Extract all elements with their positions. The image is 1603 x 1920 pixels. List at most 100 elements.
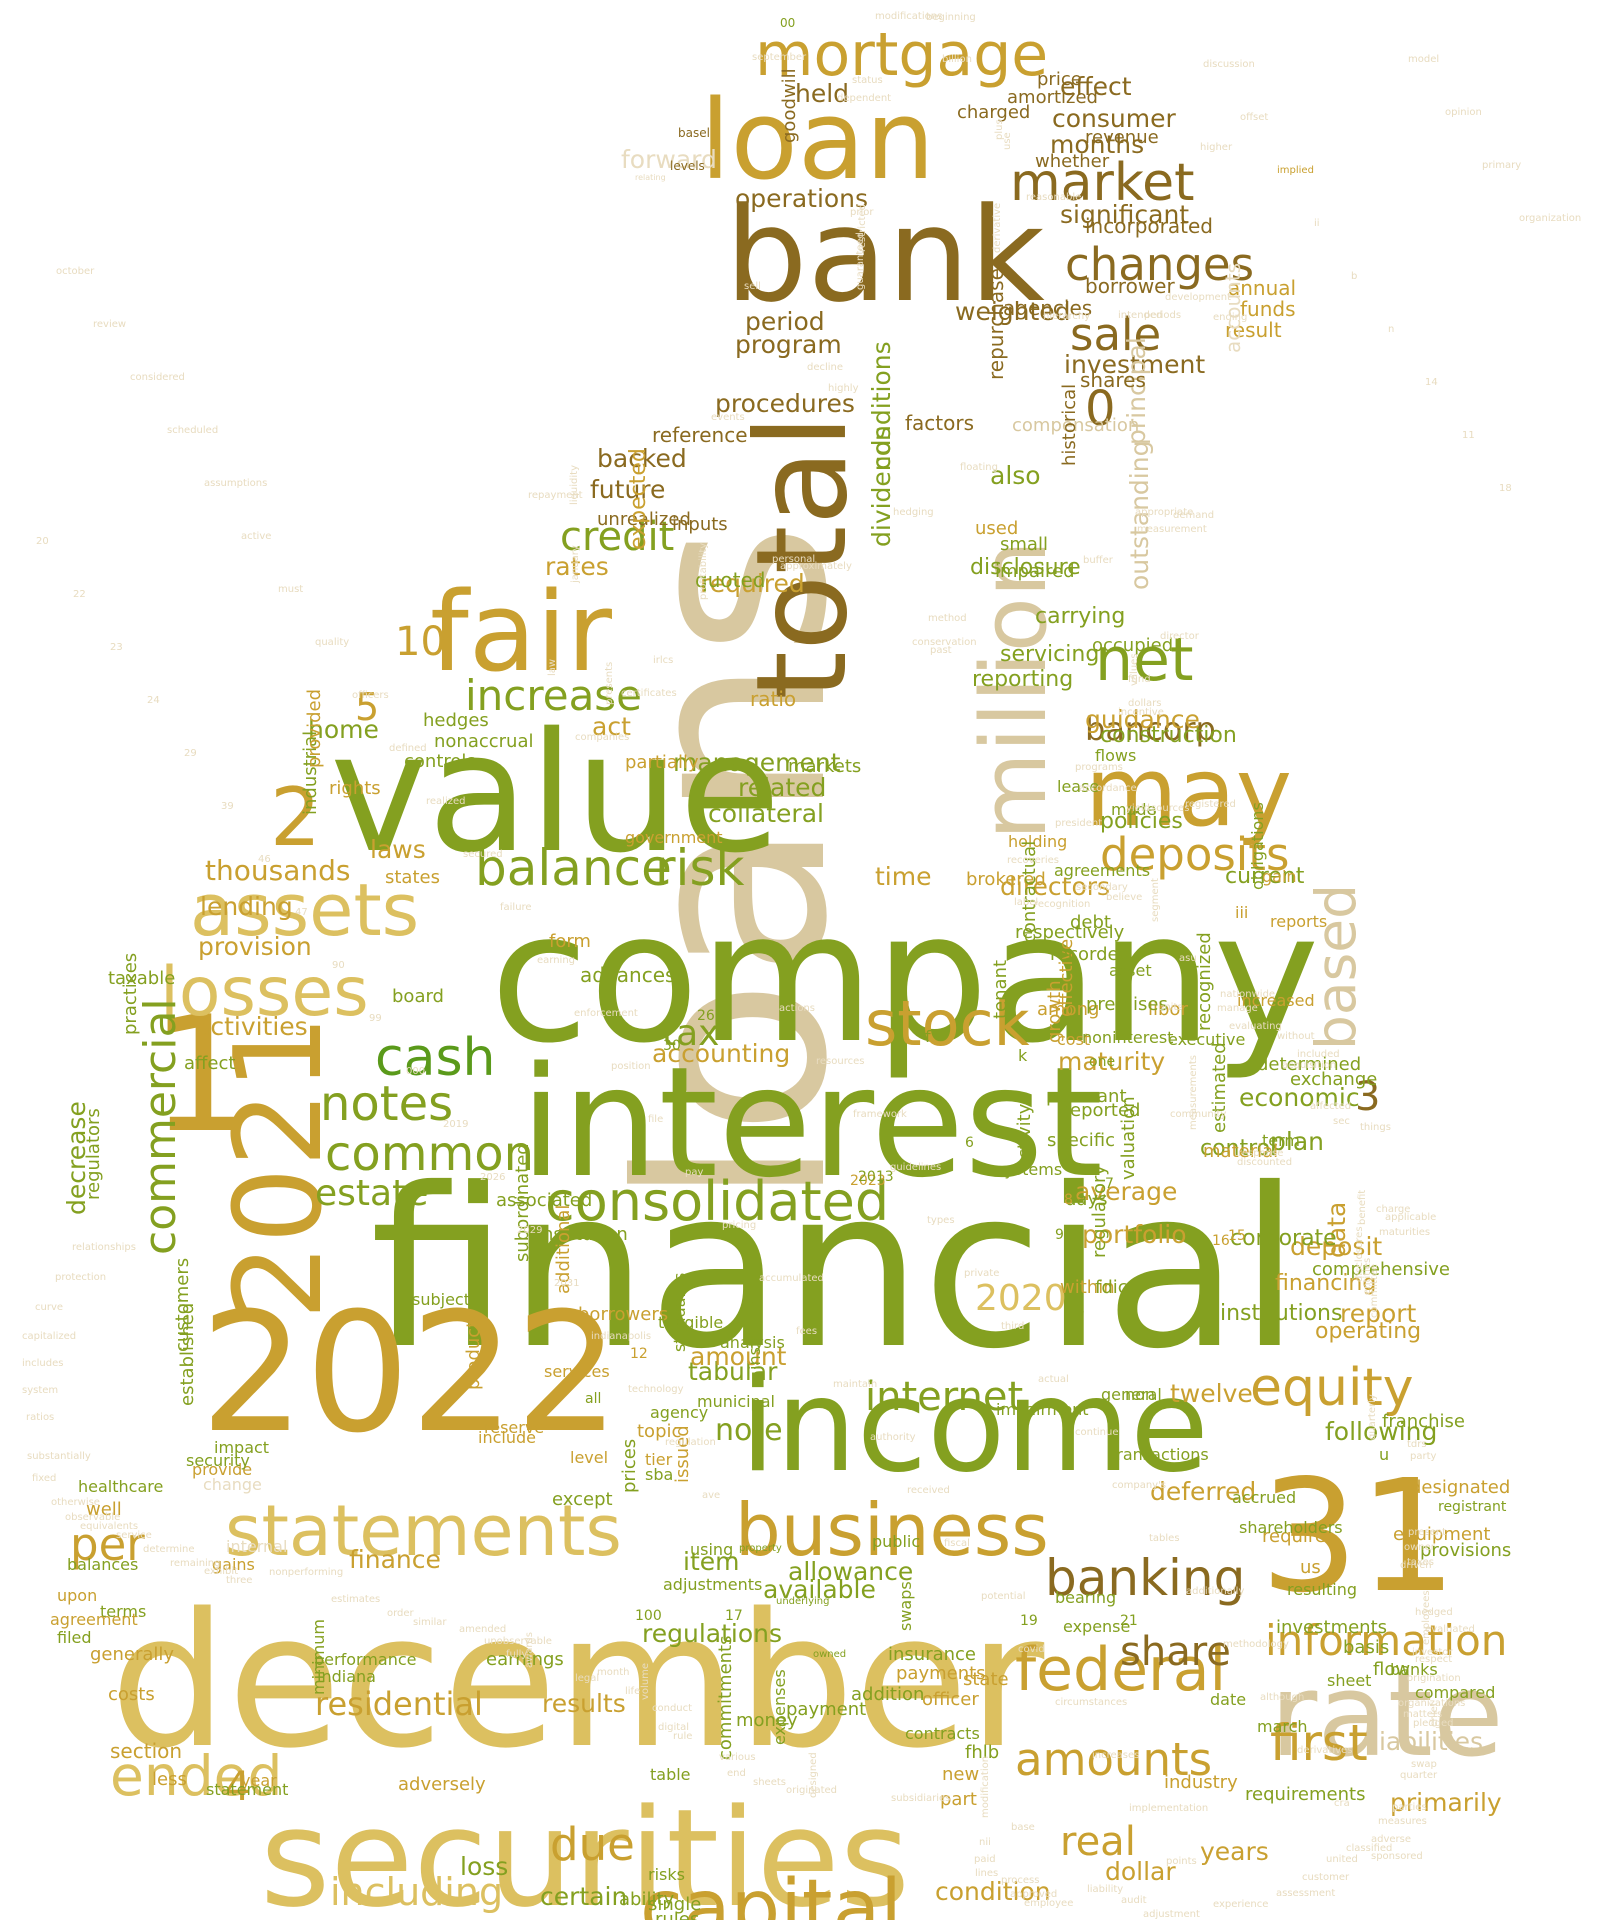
word-executive: executive <box>1168 1030 1245 1049</box>
word-guidelines: guidelines <box>890 1162 941 1173</box>
word-board: board <box>392 986 444 1007</box>
word-quality: quality <box>315 637 349 648</box>
word-amended: amended <box>459 1624 506 1635</box>
word-fees: fees <box>796 1326 817 1337</box>
word-2029: 2029 <box>517 1225 542 1236</box>
word-affect: affect <box>184 1053 235 1074</box>
word-nationwide: nationwide <box>1220 989 1275 1000</box>
word-consolidated: consolidated <box>545 1170 889 1233</box>
word-30: 30 <box>663 1038 681 1054</box>
word-highly: highly <box>828 383 859 394</box>
word-maturities: maturities <box>1379 1227 1430 1238</box>
word-real: real <box>1060 1819 1136 1865</box>
word-growth: growth <box>1044 980 1065 1043</box>
word-offset: offset <box>1240 112 1268 123</box>
word-impairment: impairment <box>996 1400 1089 1419</box>
word-ave: ave <box>702 1490 720 1501</box>
word-realized: realized <box>426 796 465 807</box>
word-base: base <box>1011 1822 1035 1833</box>
word-use: use <box>1002 132 1013 150</box>
word-various: various <box>719 1752 756 1763</box>
word-investor: investor <box>1412 1647 1453 1658</box>
word-equivalents: equivalents <box>80 1521 138 1532</box>
word-hedges: hedges <box>423 710 489 731</box>
word-shareholders: shareholders <box>1239 1518 1343 1537</box>
word-volume: volume <box>640 1663 651 1700</box>
word-requirements: requirements <box>1245 1784 1365 1805</box>
word-respect: respect <box>1415 1654 1452 1665</box>
word-prices: prices <box>619 1439 640 1493</box>
word-2: 2 <box>270 771 321 864</box>
word-charge: charge <box>1376 1204 1410 1215</box>
word-risk: risk <box>655 839 744 897</box>
word-continue: continue <box>1075 1427 1118 1438</box>
word-quarterly: quarterly <box>1367 1394 1378 1440</box>
word-adjustment: adjustment <box>1143 1909 1200 1920</box>
word-upon: upon <box>57 1586 97 1605</box>
word-levels: levels <box>670 159 705 173</box>
word-adjustments: adjustments <box>663 1575 762 1594</box>
word-additionally: additionally <box>1186 1586 1244 1597</box>
word-law: law <box>547 659 558 676</box>
word-designated: designated <box>1410 1477 1510 1498</box>
word-rate: rate <box>1270 1649 1504 1783</box>
word-factors: factors <box>905 411 974 435</box>
word-considered: considered <box>130 372 185 383</box>
word-following: following <box>1325 1417 1437 1446</box>
word-origination: origination <box>1407 1673 1461 1684</box>
word-review: review <box>93 319 126 330</box>
word-owner: owner <box>1404 1542 1436 1553</box>
word-information: information <box>1265 1616 1507 1665</box>
word-demand: demand <box>1173 510 1214 521</box>
word-driven: driven <box>1400 1560 1432 1571</box>
word-13: 13 <box>1067 1303 1085 1319</box>
word-restricted: restricted <box>857 204 868 252</box>
word-per: per <box>70 1518 145 1571</box>
word-acquisition: acquisition <box>1282 1060 1336 1071</box>
word-determine: determine <box>143 1544 195 1555</box>
word-enforcement: enforcement <box>574 1008 638 1019</box>
word-amounts: amounts <box>1015 1733 1212 1786</box>
word-bearing: bearing <box>1055 1588 1116 1607</box>
word-actual: actual <box>1038 1374 1069 1385</box>
word-2021: 2021 <box>210 1015 349 1320</box>
word-balance: balance <box>475 839 672 897</box>
word-3: 3 <box>1355 1074 1380 1120</box>
word-respectively: respectively <box>1015 922 1125 943</box>
word-table: table <box>650 1765 691 1784</box>
word-income: income <box>740 1352 1209 1501</box>
word-december: december <box>110 1573 1045 1789</box>
word-collateral: collateral <box>708 799 824 828</box>
word-institutions: institutions <box>1220 1301 1342 1326</box>
word-cash: cash <box>375 1028 496 1088</box>
word-ratios: ratios <box>26 1412 54 1423</box>
word-states: states <box>385 867 440 888</box>
word-failure: failure <box>500 902 532 913</box>
word-present: present <box>1408 1527 1446 1538</box>
word-officers: officers <box>352 690 389 701</box>
word-systems: systems <box>996 1160 1062 1179</box>
word-required: required <box>700 569 805 598</box>
word-insurance: insurance <box>888 1644 976 1665</box>
word-legal: legal <box>575 1673 599 1684</box>
word-price: price <box>1037 69 1082 90</box>
word-backed: backed <box>597 444 687 473</box>
word-established: established <box>177 1303 198 1406</box>
word-primary: primary <box>1482 160 1521 171</box>
word-fhlb: fhlb <box>965 1742 999 1763</box>
word-quarter: quarter <box>1400 1770 1438 1781</box>
word-advances: advances <box>580 963 675 987</box>
word-incentive: incentive <box>1118 707 1164 718</box>
word-portfolio: portfolio <box>1082 1220 1187 1249</box>
word-subordinated: subordinated <box>512 1143 533 1262</box>
word-investment: investment <box>1064 350 1205 379</box>
word-united: united <box>1326 1854 1358 1865</box>
word-accrued: accrued <box>1232 1488 1296 1507</box>
word-business: business <box>735 1488 1049 1572</box>
word-internet: internet <box>865 1374 1023 1420</box>
word-relationships: relationships <box>72 1242 136 1253</box>
word-22: 22 <box>73 589 86 600</box>
word-beginning: beginning <box>926 12 976 23</box>
word-common: common <box>325 1126 534 1182</box>
word-segment: segment <box>1150 878 1161 922</box>
